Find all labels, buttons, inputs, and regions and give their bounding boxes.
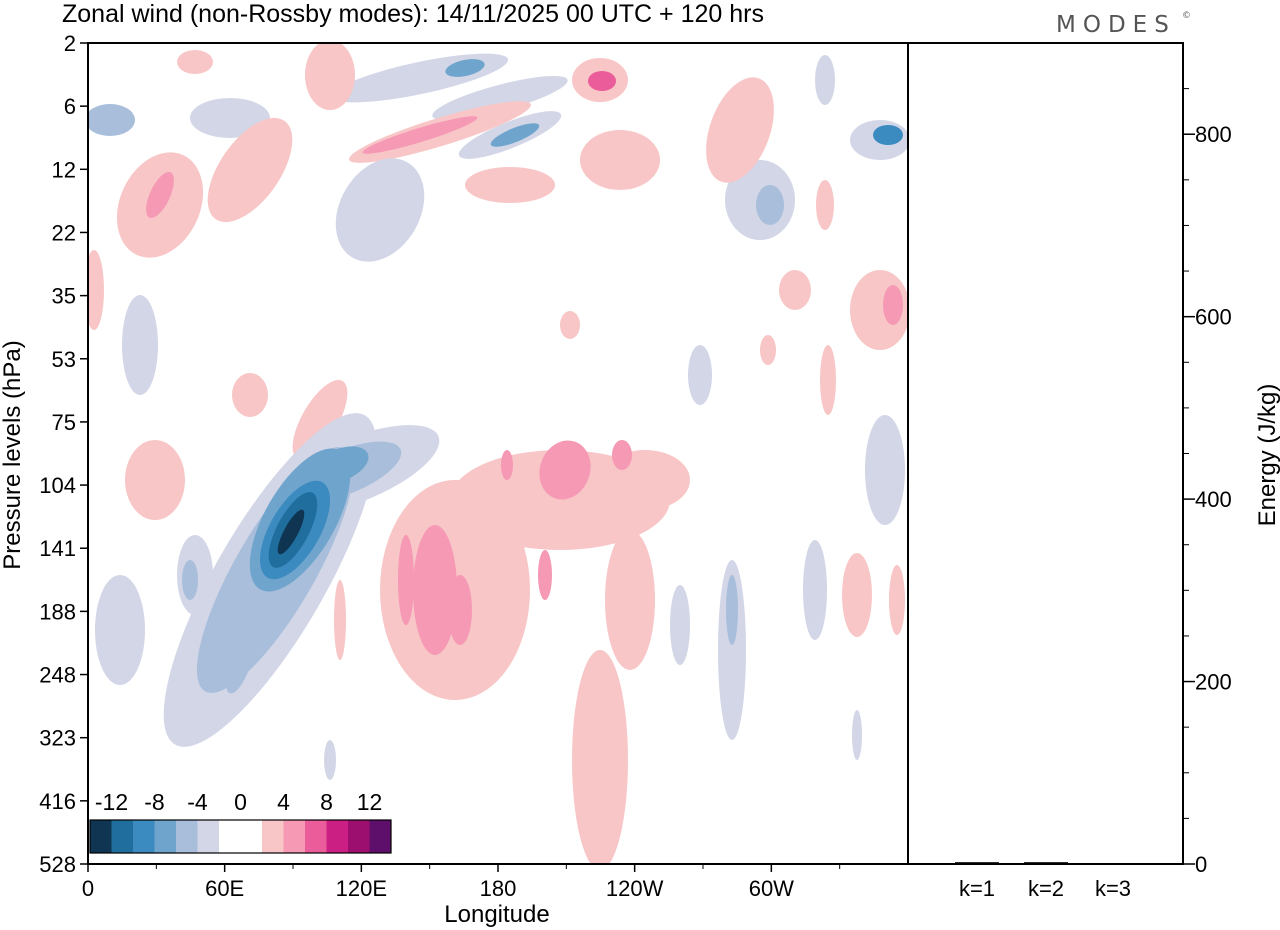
y-tick-label: 35	[52, 284, 76, 309]
midlevel-features	[122, 295, 905, 525]
y-tick-label: 12	[52, 157, 76, 182]
colorbar-swatch	[240, 820, 262, 853]
y-tick-label: 141	[39, 536, 76, 561]
chart-title: Zonal wind (non-Rossby modes): 14/11/202…	[62, 0, 764, 28]
modes-logo: MODES	[1056, 12, 1176, 38]
contour-field	[88, 43, 908, 864]
colorbar-swatch	[369, 820, 391, 853]
energy-category-label: k=1	[959, 876, 995, 901]
x-tick-label: 60W	[749, 876, 794, 901]
heatmap-panel: -12 -8 -4 0 4 8 12	[87, 42, 909, 865]
colorbar-swatch	[154, 820, 176, 853]
colorbar-label: -12	[95, 789, 128, 815]
y-tick-label: 75	[52, 410, 76, 435]
y-axis: 2 6 12 22 35 53 75 104 141 188 248 323 416 528	[39, 31, 88, 877]
y-tick-label: 53	[52, 347, 76, 372]
colorbar-label: 12	[357, 789, 383, 815]
energy-category-label: k=3	[1095, 876, 1131, 901]
x-tick-label: 60E	[205, 876, 244, 901]
positive-region	[334, 440, 905, 864]
colorbar-label: 0	[234, 789, 247, 815]
x-tick-label: 0	[82, 876, 94, 901]
colorbar-swatch	[219, 820, 241, 853]
colorbar-swatch	[197, 820, 219, 853]
y-tick-label: 22	[52, 220, 76, 245]
energy-axis-label: Energy (J/kg)	[1254, 384, 1280, 527]
colorbar-swatch	[176, 820, 198, 853]
y-axis-label: Pressure levels (hPa)	[0, 340, 26, 569]
y-tick-label: 416	[39, 789, 76, 814]
colorbar-label: 8	[320, 789, 333, 815]
stratospheric-bands	[88, 43, 908, 350]
energy-tick-label: 200	[1195, 670, 1232, 695]
colorbar-frame	[89, 819, 392, 854]
colorbar-swatch	[133, 820, 155, 853]
colorbar-swatch	[283, 820, 305, 853]
y-tick-label: 323	[39, 726, 76, 751]
y-tick-label: 104	[39, 473, 76, 498]
colorbar-label: -8	[144, 789, 164, 815]
colorbar-swatch	[348, 820, 370, 853]
y-tick-label: 248	[39, 663, 76, 688]
logo-registered-mark: ©	[1182, 11, 1191, 21]
energy-panel	[907, 42, 1184, 865]
x-tick-label: 180	[480, 876, 517, 901]
y-tick-label: 6	[64, 94, 76, 119]
energy-tick-label: 0	[1195, 852, 1207, 877]
y-tick-label: 528	[39, 852, 76, 877]
energy-background	[908, 43, 1183, 864]
colorbar-swatch	[326, 820, 348, 853]
x-axis: 0 60E 120E 180 120W 60W	[82, 864, 841, 901]
heatmap-background	[88, 43, 908, 864]
energy-category-label: k=2	[1028, 876, 1064, 901]
y-tick-label: 188	[39, 599, 76, 624]
colorbar-swatch	[111, 820, 133, 853]
colorbar-label: 4	[277, 789, 290, 815]
colorbar-labels: -12 -8 -4 0 4 8 12	[95, 789, 382, 815]
energy-tick-label: 800	[1195, 122, 1232, 147]
y-tick-label: 2	[64, 31, 76, 56]
colorbar-label: -4	[187, 789, 208, 815]
colorbar-swatch	[262, 820, 284, 853]
energy-tick-label: 600	[1195, 305, 1232, 330]
colorbar	[89, 819, 392, 854]
x-tick-label: 120E	[336, 876, 387, 901]
negative-jet	[163, 413, 440, 747]
energy-axis: 0 200 400 600 800 k=1 k=2 k=3	[959, 88, 1232, 901]
lowlevel-features	[95, 535, 862, 780]
x-tick-label: 120W	[606, 876, 664, 901]
colorbar-swatch	[305, 820, 327, 853]
x-axis-label: Longitude	[444, 901, 549, 928]
energy-tick-label: 400	[1195, 487, 1232, 512]
colorbar-swatch	[90, 820, 112, 853]
